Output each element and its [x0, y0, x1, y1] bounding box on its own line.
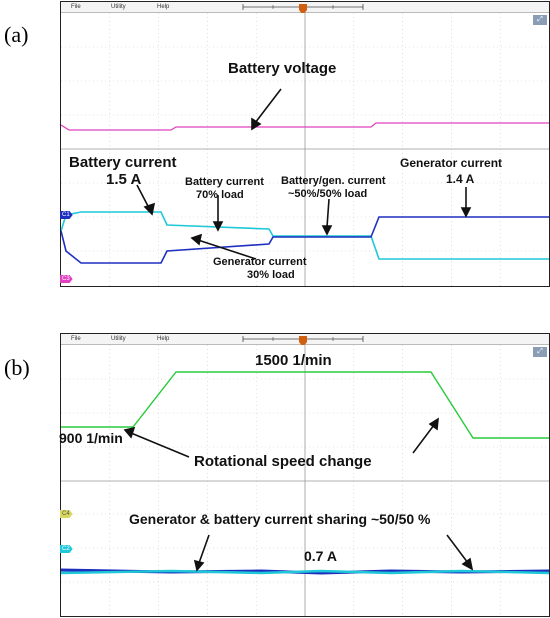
- annotation-current-sharing: Generator & battery current sharing ~50/…: [129, 511, 431, 527]
- annotation-battery-gen-line2: ~50%/50% load: [288, 188, 368, 200]
- annotation-battery-current-70-line1: Battery current: [185, 176, 264, 188]
- annotation-battery-gen-line1: Battery/gen. current: [281, 175, 386, 187]
- scope-window-b: File Utility Help: [60, 333, 550, 617]
- channel-c1-marker[interactable]: C1: [60, 211, 73, 219]
- generator-current-trace: [61, 216, 549, 264]
- trigger-position-icon[interactable]: [298, 336, 308, 348]
- zoom-corner-icon[interactable]: ⤢: [533, 15, 547, 25]
- plot-area-a: ⤢ C1 C3 Battery voltage Battery current …: [60, 13, 549, 286]
- annotation-arrows-b: [123, 417, 474, 572]
- menu-help[interactable]: Help: [157, 4, 170, 10]
- menu-utility[interactable]: Utility: [111, 4, 126, 10]
- scope-menu-bar-b: File Utility Help: [61, 334, 549, 348]
- annotation-arrows-a: [136, 88, 472, 260]
- menu-help[interactable]: Help: [157, 336, 170, 342]
- annotation-generator-30-line1: Generator current: [213, 256, 307, 268]
- scope-window-a: File Utility Help: [60, 1, 550, 287]
- annotation-battery-voltage: Battery voltage: [228, 60, 337, 77]
- annotation-generator-current-value: 1.4 A: [446, 172, 475, 186]
- battery-voltage-trace: [61, 122, 549, 131]
- panel-b-label: (b): [4, 355, 30, 380]
- panel-a-label: (a): [4, 22, 29, 47]
- menu-file[interactable]: File: [71, 4, 81, 10]
- grid-b: [61, 345, 549, 616]
- annotation-battery-current-title: Battery current: [69, 154, 177, 171]
- annotation-speed-low-outer: 900 1/min: [59, 430, 123, 446]
- zoom-corner-icon[interactable]: ⤢: [533, 347, 547, 357]
- plot-area-b: ⤢ C4 C2 1500 1/min 900 1/min Rotational …: [60, 345, 549, 616]
- annotation-generator-30-line2: 30% load: [247, 269, 295, 281]
- annotation-speed-high: 1500 1/min: [255, 352, 332, 369]
- menu-file[interactable]: File: [71, 336, 81, 342]
- annotation-battery-current-value: 1.5 A: [106, 171, 142, 188]
- annotation-current-value: 0.7 A: [304, 548, 337, 564]
- annotation-speed-change: Rotational speed change: [194, 453, 372, 470]
- annotation-battery-current-70-line2: 70% load: [196, 189, 244, 201]
- scope-menu-bar: File Utility Help: [61, 2, 549, 16]
- trigger-position-icon[interactable]: [298, 4, 308, 16]
- annotation-generator-current-title: Generator current: [400, 156, 503, 170]
- channel-c4-marker[interactable]: C4: [60, 510, 73, 518]
- channel-c2-marker[interactable]: C2: [60, 545, 73, 553]
- battery-current-trace-b: [61, 569, 549, 575]
- grid-a: [61, 13, 549, 286]
- menu-utility[interactable]: Utility: [111, 336, 126, 342]
- channel-c3-marker[interactable]: C3: [60, 275, 73, 283]
- rotational-speed-trace: [61, 371, 549, 439]
